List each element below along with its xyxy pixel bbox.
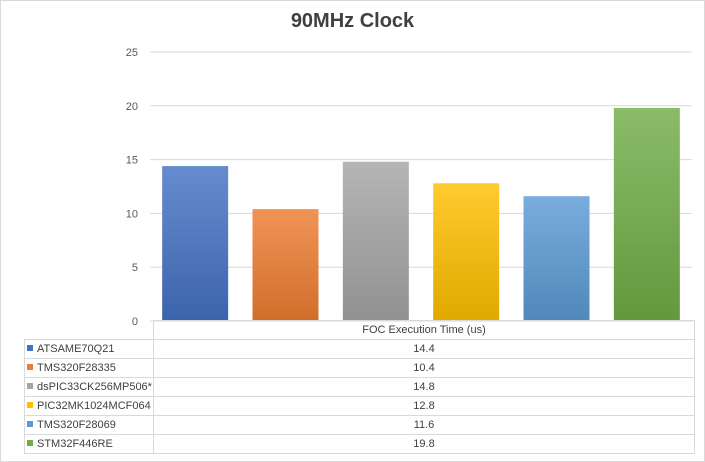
series-name: STM32F446RE [37,438,113,450]
data-value: 10.4 [153,358,695,378]
data-value: 14.8 [153,377,695,397]
data-table-row: TMS320F28069 11.6 [24,415,695,435]
y-tick-label: 15 [126,155,138,167]
y-tick-label: 5 [132,262,138,274]
data-table-header-row: FOC Execution Time (us) [24,320,695,340]
data-value: 12.8 [153,396,695,416]
data-table-row: TMS320F28335 10.4 [24,358,695,378]
legend-key [27,440,33,447]
data-value: 14.4 [153,339,695,359]
series-name: TMS320F28069 [37,419,116,431]
series-name: PIC32MK1024MCF064 [37,400,151,412]
legend-entry: TMS320F28335 [24,358,154,378]
legend-key [27,421,33,428]
bar-pic32mk1024mcf064 [433,183,500,321]
data-table-row: PIC32MK1024MCF064 12.8 [24,396,695,416]
data-table: FOC Execution Time (us) ATSAME70Q21 14.4 T… [24,320,695,454]
series-name: dsPIC33CK256MP506* [37,381,152,393]
legend-entry: dsPIC33CK256MP506* [24,377,154,397]
data-value: 19.8 [153,434,695,454]
bar-tms320f28335 [252,209,319,321]
legend-entry: TMS320F28069 [24,415,154,435]
legend-key [27,402,33,409]
y-tick-label: 20 [126,101,138,113]
data-table-corner [24,320,154,340]
legend-key [27,383,33,390]
series-name: ATSAME70Q21 [37,343,115,355]
bar-dspic33ck256mp506 [342,161,409,321]
data-table-row: STM32F446RE 19.8 [24,434,695,454]
legend-key [27,345,33,352]
data-table-row: ATSAME70Q21 14.4 [24,339,695,359]
bar-stm32f446re [613,107,680,322]
bar-atsame70q21 [162,166,229,321]
x-axis-label: FOC Execution Time (us) [153,320,695,340]
bar-tms320f28069 [523,196,590,321]
chart-title: 90MHz Clock [290,10,415,32]
data-table-row: dsPIC33CK256MP506* 14.8 [24,377,695,397]
data-value: 11.6 [153,415,695,435]
y-tick-label: 25 [126,47,138,59]
series-name: TMS320F28335 [37,362,116,374]
y-tick-label: 10 [126,208,138,220]
legend-key [27,364,33,371]
legend-entry: STM32F446RE [24,434,154,454]
legend-entry: ATSAME70Q21 [24,339,154,359]
legend-entry: PIC32MK1024MCF064 [24,396,154,416]
